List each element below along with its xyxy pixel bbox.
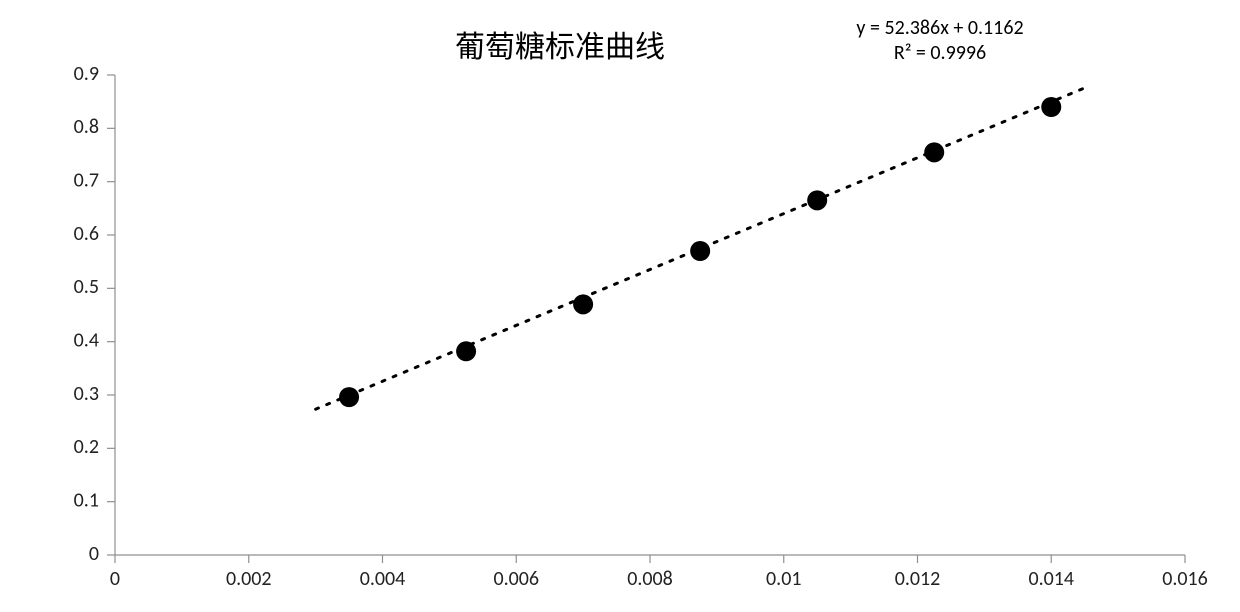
data-point xyxy=(1041,97,1061,117)
data-point xyxy=(690,241,710,261)
y-tick-label: 0.3 xyxy=(74,382,99,406)
x-tick-label: 0.01 xyxy=(766,567,801,591)
x-tick-label: 0.008 xyxy=(627,567,673,591)
trendline-equation-r2: R² = 0.9996 xyxy=(856,41,1023,66)
y-tick-label: 0.2 xyxy=(74,435,99,459)
chart-svg: 0 0.1 0.2 0.3 0.4 0.5 0.6 0.7 0.8 0.9 0 0.002 0.004 0… xyxy=(0,0,1240,612)
data-point xyxy=(807,190,827,210)
x-tick-label: 0.012 xyxy=(895,567,941,591)
data-point xyxy=(339,387,359,407)
x-tick-label: 0.016 xyxy=(1162,567,1208,591)
x-tick-label: 0.004 xyxy=(360,567,406,591)
y-tick-label: 0.5 xyxy=(74,275,99,299)
y-tick-label: 0.1 xyxy=(74,488,99,512)
data-point xyxy=(573,294,593,314)
y-tick-label: 0.7 xyxy=(74,168,99,192)
y-tick-label: 0 xyxy=(89,542,99,566)
y-tick-label: 0.6 xyxy=(74,222,99,246)
data-point xyxy=(924,142,944,162)
chart-container: 葡萄糖标准曲线 y = 52.386x + 0.1162 R² = 0.9996… xyxy=(0,0,1240,612)
x-tick-label: 0.002 xyxy=(226,567,272,591)
y-tick-label: 0.4 xyxy=(74,328,99,352)
x-tick-label: 0 xyxy=(110,567,120,591)
x-tick-label: 0.006 xyxy=(493,567,539,591)
y-tick-label: 0.8 xyxy=(74,115,99,139)
trendline-equation-formula: y = 52.386x + 0.1162 xyxy=(856,16,1023,41)
x-tick-label: 0.014 xyxy=(1028,567,1074,591)
y-tick-label: 0.9 xyxy=(74,62,99,86)
trendline-equation: y = 52.386x + 0.1162 R² = 0.9996 xyxy=(856,16,1023,66)
chart-title: 葡萄糖标准曲线 xyxy=(455,22,665,66)
data-point xyxy=(456,341,476,361)
